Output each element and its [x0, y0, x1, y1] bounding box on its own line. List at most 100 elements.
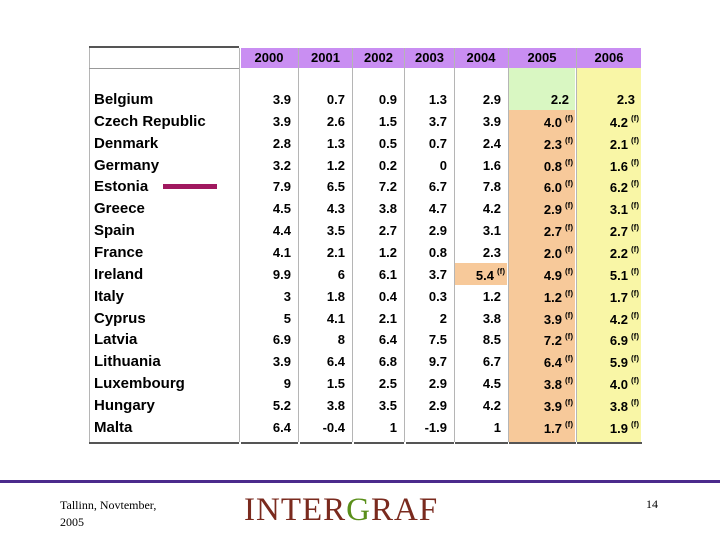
table-cell: 3.9 (f) [509, 398, 573, 414]
table-cell: 0.7 [300, 92, 345, 107]
forecast-mark: (f) [631, 244, 639, 254]
cell-value: 3.8 [543, 377, 562, 393]
logo-text-b: G [346, 492, 371, 528]
cell-value: 2.7 [609, 224, 628, 240]
country-label: Hungary [94, 396, 155, 414]
cell-value: 6.4 [272, 419, 291, 435]
logo-text-c: RAF [371, 492, 439, 528]
table-cell: 6.7 [455, 354, 501, 369]
cell-value: 6.2 [609, 180, 628, 196]
footer-location-line1: Tallinn, Novtember, [60, 498, 157, 512]
forecast-mark: (f) [565, 244, 573, 254]
table-cell: 4.2 (f) [577, 311, 639, 327]
forecast-mark: (f) [565, 223, 573, 233]
cell-value: 6.1 [378, 266, 397, 282]
table-cell: 1.2 [300, 158, 345, 173]
cell-value: 0.8 [428, 244, 447, 260]
cell-value: 7.5 [428, 332, 447, 348]
table-cell: 6.4 [241, 420, 291, 435]
table-cell: 6.4 [354, 332, 397, 347]
cell-value: 7.8 [482, 179, 501, 195]
forecast-mark: (f) [565, 288, 573, 298]
forecast-mark: (f) [565, 135, 573, 145]
table-cell: 2.3 (f) [509, 136, 573, 152]
cell-value: 3.1 [609, 202, 628, 218]
table-cell: 6 [300, 267, 345, 282]
table-cell: 4.5 [241, 201, 291, 216]
cell-value: 9.9 [272, 266, 291, 282]
table-bottom-rule [300, 441, 352, 444]
table-cell: 3.8 (f) [509, 376, 573, 392]
table-cell: 5.4 (f) [455, 267, 505, 283]
estonia-highlight-marker [163, 184, 217, 189]
cell-value: 6.8 [378, 354, 397, 370]
cell-value: 0.9 [378, 92, 397, 107]
forecast-mark: (f) [631, 354, 639, 364]
col-2005-top-bg [509, 68, 575, 88]
table-cell: -1.9 [406, 420, 447, 435]
cell-value: 2.9 [482, 92, 501, 107]
cell-value: 3.1 [482, 223, 501, 239]
cell-value: 6.4 [378, 332, 397, 348]
year-header-2005: 2005 [527, 50, 557, 65]
cell-value: 0.8 [543, 158, 562, 174]
cell-value: 6.9 [272, 332, 291, 348]
forecast-mark: (f) [631, 310, 639, 320]
cell-value: 4.1 [272, 244, 291, 260]
forecast-mark: (f) [631, 266, 639, 276]
cell-value: 1.2 [482, 288, 501, 304]
cell-value: 1.9 [609, 420, 628, 436]
cell-value: 3.8 [378, 201, 397, 217]
table-cell: 2.9 [455, 92, 501, 107]
table-cell: 3.7 [406, 114, 447, 129]
table-cell: 3.9 [241, 92, 291, 107]
cell-value: -1.9 [424, 419, 447, 435]
forecast-mark: (f) [631, 397, 639, 407]
cell-value: 7.9 [272, 179, 291, 195]
cell-value: 3.2 [272, 157, 291, 173]
table-cell: 6.1 [354, 267, 397, 282]
table-cell: 3.8 [455, 311, 501, 326]
forecast-mark: (f) [631, 332, 639, 342]
forecast-mark: (f) [565, 397, 573, 407]
cell-value: 2.3 [616, 92, 635, 107]
table-cell: -0.4 [300, 420, 345, 435]
table-cell: 3.5 [354, 398, 397, 413]
cell-value: 2.1 [326, 244, 345, 260]
forecast-mark: (f) [631, 201, 639, 211]
table-cell: 1.5 [354, 114, 397, 129]
table-cell: 2.7 (f) [577, 223, 639, 239]
cell-value: 2.0 [543, 245, 562, 261]
table-cell: 5 [241, 311, 291, 326]
cell-value: 3.7 [428, 266, 447, 282]
table-cell: 3 [241, 289, 291, 304]
table-cell: 3.9 [241, 354, 291, 369]
table-cell: 7.2 (f) [509, 332, 573, 348]
forecast-mark: (f) [565, 113, 573, 123]
table-cell: 1.2 (f) [509, 289, 573, 305]
table-cell: 2.2 (f) [577, 245, 639, 261]
cell-value: 6.4 [543, 355, 562, 371]
cell-value: 2.3 [482, 244, 501, 260]
forecast-mark: (f) [631, 179, 639, 189]
table-cell: 1.3 [406, 92, 447, 107]
cell-value: 1.6 [609, 158, 628, 174]
table-cell: 7.5 [406, 332, 447, 347]
year-header-2004: 2004 [466, 50, 496, 65]
table-cell: 6.5 [300, 179, 345, 194]
cell-value: 4.1 [326, 310, 345, 326]
table-cell: 1.3 [300, 136, 345, 151]
table-cell: 0.9 [354, 92, 397, 107]
cell-value: 4.2 [482, 201, 501, 217]
cell-value: 7.2 [543, 333, 562, 349]
country-label: Czech Republic [94, 112, 206, 130]
table-bottom-rule [455, 441, 508, 444]
table-cell: 4.2 (f) [577, 114, 639, 130]
table-cell: 0.2 [354, 158, 397, 173]
table-cell: 5.2 [241, 398, 291, 413]
cell-value: 0 [439, 157, 447, 173]
cell-value: 4.9 [543, 267, 562, 283]
cell-value: 6.7 [482, 354, 501, 370]
table-cell: 7.2 [354, 179, 397, 194]
table-cell: 2.6 [300, 114, 345, 129]
